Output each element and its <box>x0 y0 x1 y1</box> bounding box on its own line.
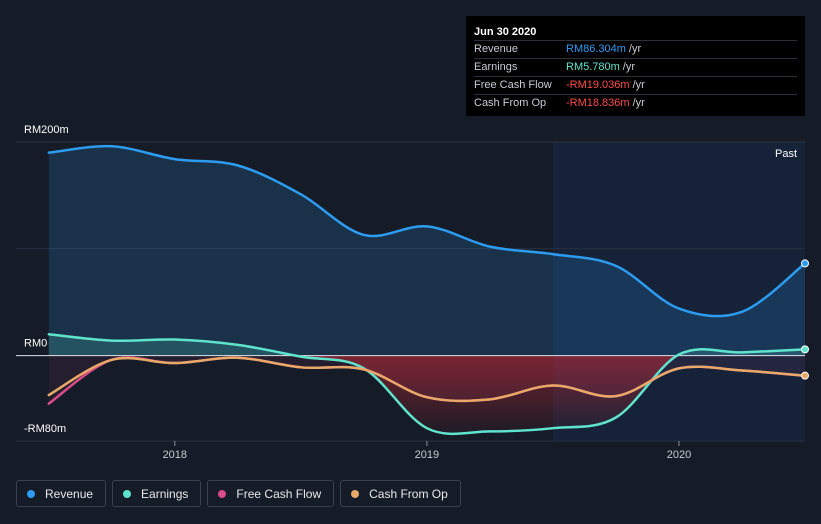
past-label: Past <box>775 148 797 160</box>
tooltip-unit: /yr <box>632 97 645 109</box>
legend-dot-icon <box>27 489 35 498</box>
tooltip-label: Cash From Op <box>474 97 547 109</box>
legend-label: Earnings <box>141 486 189 501</box>
legend-label: Revenue <box>45 486 94 501</box>
x-tick-label: 2019 <box>415 449 439 461</box>
legend-dot-icon <box>218 489 227 498</box>
legend-dot-icon <box>123 489 132 498</box>
cash-from-op-end-marker <box>801 371 809 380</box>
tooltip-value: RM86.304m <box>566 43 626 55</box>
tooltip-label: Free Cash Flow <box>474 79 552 91</box>
tooltip-row-earnings: Earnings RM5.780m /yr <box>474 58 797 76</box>
earnings-end-marker <box>801 345 809 354</box>
tooltip-value: RM5.780m <box>566 61 620 73</box>
earnings-area-negative <box>295 355 678 434</box>
tooltip-value: -RM18.836m <box>566 97 630 109</box>
revenue-line <box>47 144 807 318</box>
tooltip: Jun 30 2020 Revenue RM86.304m /yr Earnin… <box>466 16 805 116</box>
y-tick-label: RM0 <box>24 338 47 350</box>
tooltip-row-cash-from-op: Cash From Op -RM18.836m /yr <box>474 94 797 112</box>
tooltip-value: -RM19.036m <box>566 79 630 91</box>
x-tick-label: 2018 <box>163 449 187 461</box>
tooltip-row-free-cash-flow: Free Cash Flow -RM19.036m /yr <box>474 76 797 94</box>
earnings-area-positive <box>48 334 805 356</box>
legend-item-cash-from-op[interactable]: Cash From Op <box>340 480 461 507</box>
tooltip-label: Revenue <box>474 43 519 55</box>
legend-item-earnings[interactable]: Earnings <box>112 480 202 507</box>
legend-label: Free Cash Flow <box>236 486 322 501</box>
y-tick-label: -RM80m <box>24 423 66 435</box>
tooltip-unit: /yr <box>622 61 636 73</box>
y-tick-label: RM200m <box>24 124 69 136</box>
tooltip-date: Jun 30 2020 <box>474 26 537 38</box>
legend-item-free-cash-flow[interactable]: Free Cash Flow <box>207 480 335 507</box>
tooltip-unit: /yr <box>632 79 645 91</box>
earnings-line <box>47 332 807 436</box>
free-cash-flow-area <box>48 355 806 404</box>
legend-item-revenue[interactable]: Revenue <box>16 480 107 507</box>
x-tick-label: 2020 <box>667 449 691 461</box>
legend-label: Cash From Op <box>369 486 448 501</box>
cash-from-op-line <box>47 356 807 403</box>
legend: Revenue Earnings Free Cash Flow Cash Fro… <box>16 480 461 507</box>
revenue-area <box>48 146 806 356</box>
tooltip-label: Earnings <box>474 61 518 73</box>
legend-dot-icon <box>351 489 360 498</box>
revenue-end-marker <box>801 259 809 268</box>
tooltip-row-revenue: Revenue RM86.304m /yr <box>474 40 797 58</box>
tooltip-unit: /yr <box>628 43 642 55</box>
